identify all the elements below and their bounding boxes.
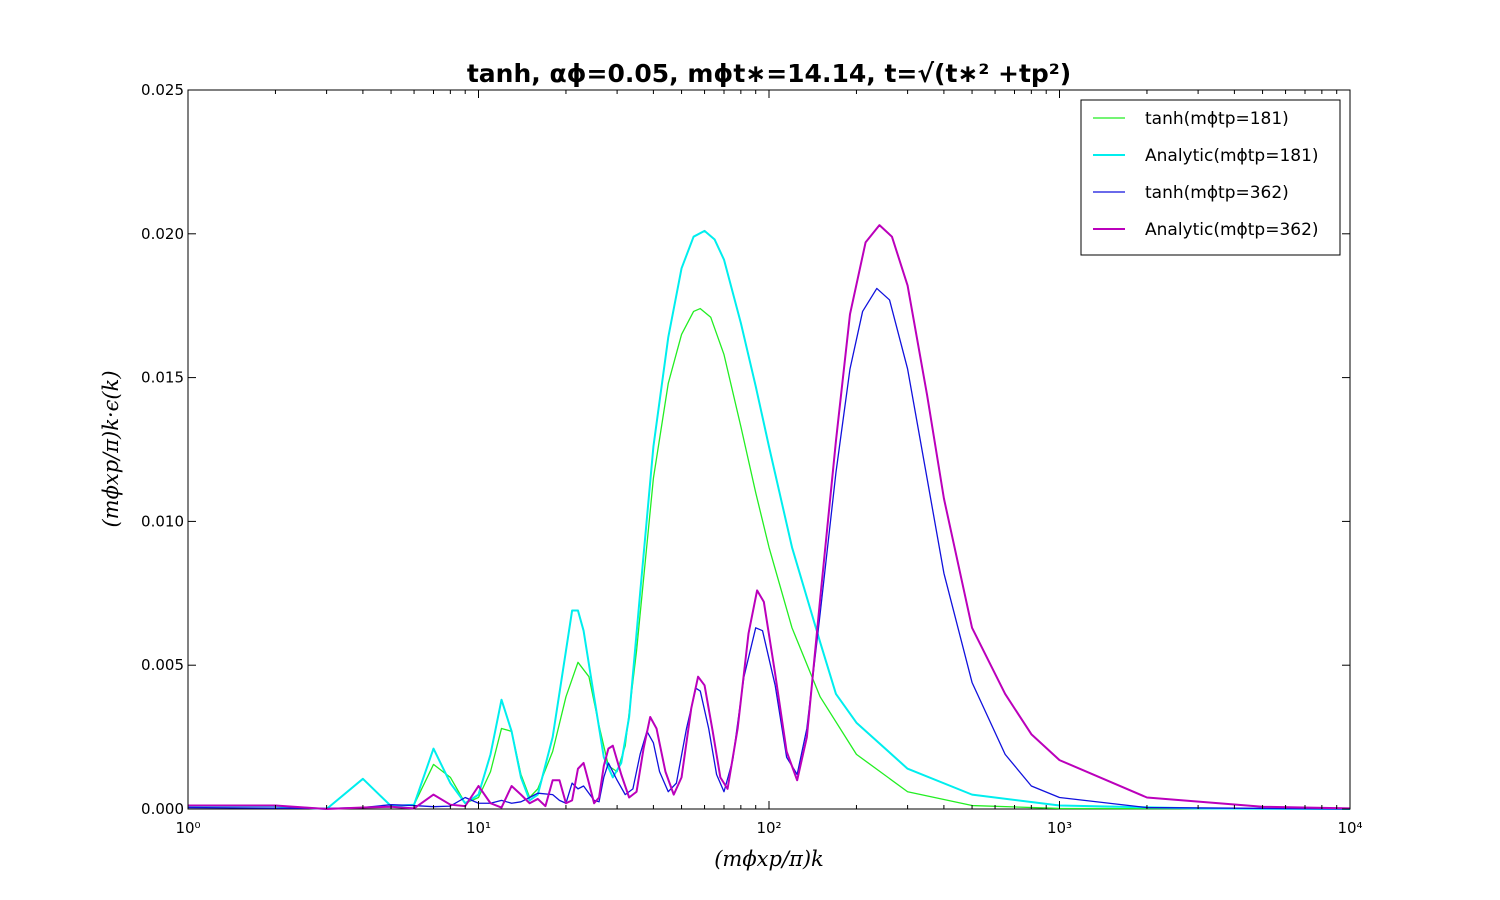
x-tick-label: 10²: [756, 819, 781, 837]
x-tick-label: 10¹: [466, 819, 491, 837]
legend-label: tanh(mϕtp=181): [1145, 109, 1289, 129]
chart-title: tanh, αϕ=0.05, mϕt∗=14.14, t=√(t∗² +tp²): [467, 59, 1071, 88]
series-line-4: [188, 224, 1351, 810]
y-tick-label: 0.015: [141, 369, 184, 387]
tick-layer: 0.000 0.005 0.010 0.015 0.020 0.025 10⁰ 10¹ 10² 1…: [141, 81, 1363, 837]
legend-label: Analytic(mϕtp=362): [1145, 220, 1319, 240]
legend-label: Analytic(mϕtp=181): [1145, 146, 1319, 166]
x-axis-label: (mϕxp/π)k: [714, 847, 824, 871]
x-tick-label: 10⁰: [175, 819, 200, 837]
legend: tanh(mϕtp=181) Analytic(mϕtp=181) tanh(mϕt…: [1080, 99, 1341, 256]
series-line-2: [188, 229, 1351, 810]
x-tick-label: 10³: [1047, 819, 1072, 837]
y-tick-label: 0.000: [141, 800, 184, 818]
y-tick-label: 0.005: [141, 656, 184, 674]
legend-entries: tanh(mϕtp=181) Analytic(mϕtp=181) tanh(mϕt…: [1093, 109, 1319, 240]
legend-label: tanh(mϕtp=362): [1145, 183, 1289, 203]
y-tick-label: 0.020: [141, 225, 184, 243]
y-axis-label: (mϕxp/π)k·ϵ(k): [99, 370, 123, 527]
y-tick-label: 0.025: [141, 81, 184, 99]
series-layer: [187, 224, 1351, 810]
x-tick-label: 10⁴: [1337, 819, 1362, 837]
y-tick-label: 0.010: [141, 512, 184, 530]
